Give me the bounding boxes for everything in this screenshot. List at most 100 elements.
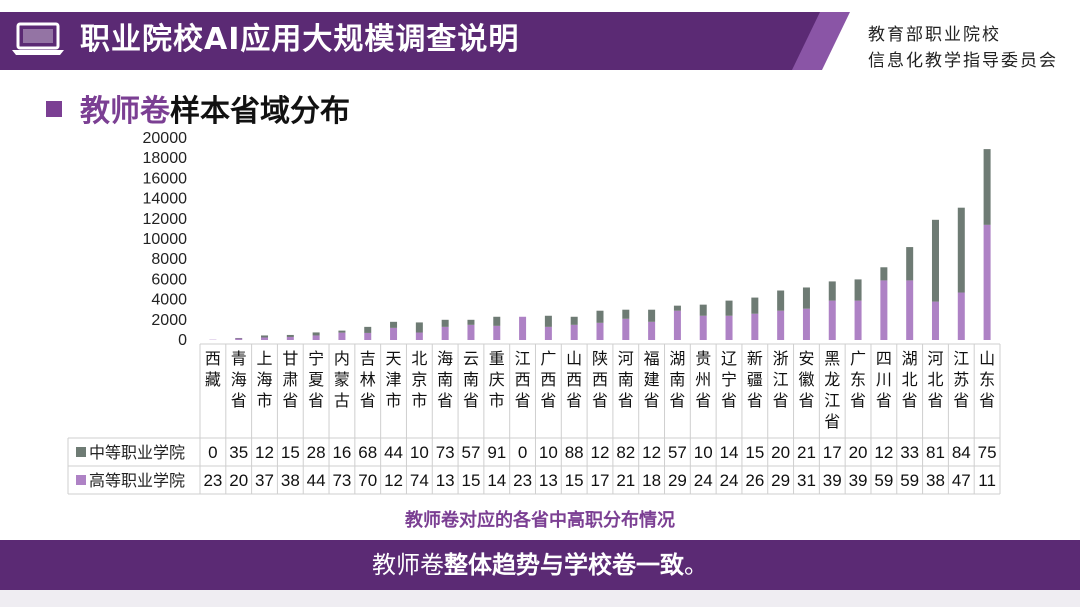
bar-segment-higher-vocational: [519, 316, 527, 340]
data-table-value: 59: [874, 471, 893, 490]
data-table-value: 73: [436, 443, 455, 462]
bar-segment-secondary-vocational: [596, 310, 604, 323]
bar-segment-secondary-vocational: [725, 300, 733, 316]
bar-segment-secondary-vocational: [286, 334, 294, 337]
data-table-value: 37: [255, 471, 274, 490]
data-table-value: 14: [487, 471, 506, 490]
bar-segment-secondary-vocational: [648, 309, 656, 322]
x-category-label: 广西省: [540, 349, 556, 410]
bar-segment-higher-vocational: [854, 300, 862, 340]
data-table-value: 38: [926, 471, 945, 490]
bar-segment-higher-vocational: [235, 338, 243, 340]
section-heading: 教师卷样本省域分布: [46, 86, 350, 130]
data-table-value: 13: [539, 471, 558, 490]
chart-caption: 教师卷对应的各省中高职分布情况: [405, 510, 675, 531]
x-category-label: 天津市: [386, 349, 402, 410]
x-category-label: 西藏: [205, 349, 221, 389]
bullet-square: [46, 101, 62, 117]
conclusion-text-end: 。: [684, 551, 708, 579]
bar-segment-higher-vocational: [441, 326, 449, 340]
x-category-label: 河南省: [618, 349, 634, 410]
x-category-label: 安徽省: [798, 349, 814, 410]
data-table-value: 12: [591, 443, 610, 462]
data-table-value: 47: [952, 471, 971, 490]
x-category-label: 广东省: [850, 349, 866, 410]
data-table-value: 23: [203, 471, 222, 490]
bar-segment-higher-vocational: [957, 292, 965, 340]
x-category-label: 贵州省: [695, 349, 711, 410]
bar-segment-higher-vocational: [751, 313, 759, 340]
y-tick-label: 12000: [143, 211, 188, 228]
x-category-label: 上海市: [257, 349, 273, 410]
data-table-value: 57: [462, 443, 481, 462]
org-name-line1: 教育部职业院校: [868, 25, 1001, 45]
data-table-value: 15: [462, 471, 481, 490]
x-category-label: 宁夏省: [308, 349, 324, 410]
data-table-value: 10: [410, 443, 429, 462]
bar-segment-secondary-vocational: [777, 290, 785, 311]
data-table-value: 16: [332, 443, 351, 462]
y-tick-label: 0: [178, 332, 187, 349]
bar-segment-higher-vocational: [880, 280, 888, 340]
data-table-value: 13: [436, 471, 455, 490]
y-tick-label: 18000: [143, 150, 188, 167]
x-category-label: 江西省: [515, 349, 531, 410]
data-table-value: 57: [668, 443, 687, 462]
bar-segment-secondary-vocational: [673, 305, 681, 311]
x-category-label: 新疆省: [747, 349, 763, 410]
bar-segment-higher-vocational: [312, 335, 320, 340]
x-category-label: 江苏省: [953, 349, 969, 410]
bar-segment-higher-vocational: [931, 301, 939, 340]
x-category-label: 湖北省: [902, 349, 918, 410]
section-heading-highlight: 教师卷: [80, 94, 170, 129]
data-table-value: 24: [694, 471, 713, 490]
bar-segment-higher-vocational: [390, 327, 398, 340]
bar-segment-secondary-vocational: [931, 219, 939, 302]
data-table-value: 70: [358, 471, 377, 490]
data-table-value: 81: [926, 443, 945, 462]
y-tick-label: 6000: [151, 271, 187, 288]
data-table-value: 12: [384, 471, 403, 490]
bar-segment-secondary-vocational: [493, 316, 501, 326]
data-table-value: 84: [952, 443, 971, 462]
footer-strip: [0, 590, 1080, 607]
data-table-value: 23: [513, 471, 532, 490]
conclusion-banner: 教师卷整体趋势与学校卷一致。: [0, 540, 1080, 590]
bar-segment-secondary-vocational: [235, 337, 243, 339]
x-category-label: 河北省: [927, 349, 943, 410]
bar-segment-higher-vocational: [673, 310, 681, 340]
x-category-label: 陕西省: [592, 349, 608, 410]
bar-segment-higher-vocational: [983, 224, 991, 340]
page-title: 职业院校AI应用大规模调查说明: [80, 22, 520, 57]
data-table-value: 38: [281, 471, 300, 490]
bar-segment-higher-vocational: [777, 310, 785, 340]
laptop-icon: [12, 22, 64, 55]
data-table-value: 73: [332, 471, 351, 490]
org-name-line2: 信息化教学指导委员会: [868, 51, 1058, 71]
data-table-value: 31: [797, 471, 816, 490]
data-table-value: 18: [642, 471, 661, 490]
data-table-value: 28: [307, 443, 326, 462]
data-table-value: 17: [591, 471, 610, 490]
x-category-label: 山东省: [979, 349, 995, 410]
data-table-value: 59: [900, 471, 919, 490]
x-category-label: 海南省: [437, 349, 453, 410]
y-tick-label: 4000: [151, 292, 187, 309]
data-table-value: 20: [849, 443, 868, 462]
bar-segment-secondary-vocational: [880, 267, 888, 281]
bar-segment-secondary-vocational: [957, 207, 965, 293]
x-category-label: 青海省: [231, 349, 247, 410]
data-table-value: 39: [823, 471, 842, 490]
x-category-label: 山西省: [566, 349, 582, 410]
data-table-value: 29: [771, 471, 790, 490]
bar-segment-higher-vocational: [699, 315, 707, 340]
data-table-value: 68: [358, 443, 377, 462]
bar-segment-higher-vocational: [648, 321, 656, 340]
x-category-label: 北京市: [411, 349, 427, 410]
y-tick-label: 10000: [143, 231, 188, 248]
bar-segment-higher-vocational: [338, 332, 346, 340]
y-tick-label: 14000: [143, 191, 188, 208]
y-tick-label: 8000: [151, 251, 187, 268]
data-table-value: 44: [384, 443, 403, 462]
bar-segment-higher-vocational: [570, 324, 578, 340]
